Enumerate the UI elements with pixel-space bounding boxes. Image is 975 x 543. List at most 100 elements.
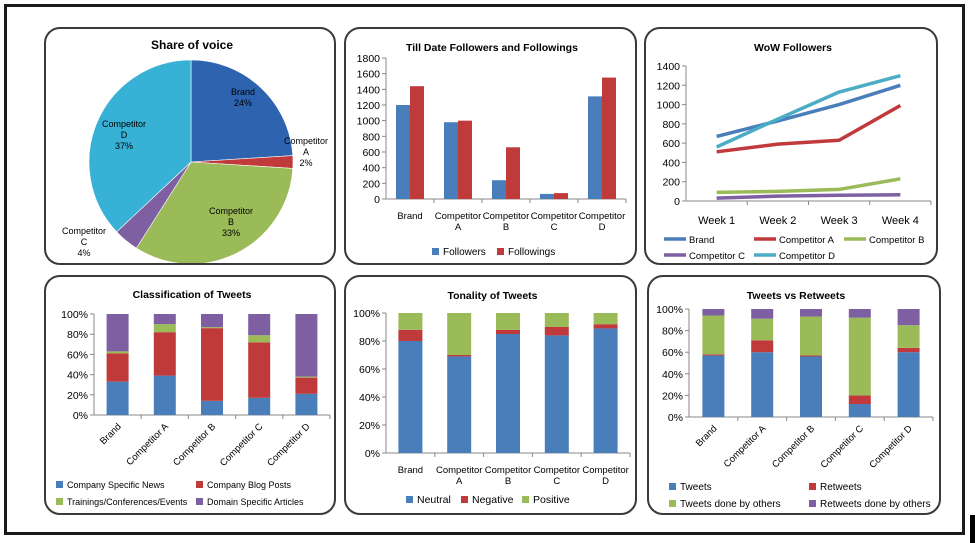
bar-followers-competitor-d	[588, 96, 602, 199]
bar-company-specific-news-competitor-a	[153, 375, 176, 415]
legend-label-tweets: Tweets	[680, 482, 712, 493]
bar-company-specific-news-brand	[106, 381, 129, 415]
bar-neutral-competitor-c	[544, 335, 569, 453]
chart-title: Tonality of Tweets	[447, 290, 537, 302]
bar-company-specific-news-competitor-c	[248, 397, 271, 415]
legend-label-retweets: Retweets	[820, 482, 862, 493]
y-tick-label: 20%	[359, 420, 380, 432]
legend-swatch-followers	[432, 248, 439, 255]
y-tick-label: 0%	[365, 448, 380, 460]
y-tick-label: 1800	[357, 53, 381, 65]
legend-label-positive: Positive	[533, 494, 570, 506]
y-tick-label: 600	[362, 147, 380, 159]
bar-domain-specific-articles-competitor-d	[295, 314, 318, 377]
bar-company-specific-news-competitor-b	[201, 400, 223, 415]
x-tick-label: Competitor	[483, 211, 529, 222]
bar-positive-competitor-b	[496, 313, 520, 330]
x-tick-label: B	[505, 476, 511, 487]
bar-neutral-competitor-b	[496, 334, 520, 453]
legend-swatch-company-specific-news	[56, 481, 63, 488]
y-tick-label: 100%	[61, 309, 88, 321]
x-tick-label: C	[553, 476, 560, 487]
pie-slice-competitor-d	[88, 59, 192, 233]
line-brand	[716, 83, 901, 139]
bar-negative-brand	[398, 329, 423, 341]
line-competitor-d	[715, 73, 901, 149]
legend-swatch-neutral	[406, 496, 413, 503]
legend-label-competitor-b: Competitor B	[869, 235, 924, 246]
legend-swatch-company-blog-posts	[196, 481, 203, 488]
bar-trainings-conferences-events-competitor-c	[248, 335, 271, 343]
y-tick-label: 40%	[662, 369, 683, 381]
y-tick-label: 1200	[357, 100, 381, 112]
bar-retweets-competitor-b	[800, 355, 822, 357]
line-competitor-b	[716, 177, 901, 195]
x-tick-label: D	[602, 476, 609, 487]
bar-neutral-brand	[398, 341, 423, 453]
legend-swatch-retweets-done-by-others	[809, 500, 816, 507]
x-tick-label: Week 2	[759, 215, 796, 227]
y-tick-label: 20%	[662, 390, 683, 402]
pie-label-competitor-c: Competitor C	[62, 226, 106, 247]
bar-domain-specific-articles-competitor-c	[248, 314, 271, 336]
x-tick-label: Competitor	[485, 465, 531, 476]
bar-followings-competitor-b	[506, 147, 520, 199]
bar-trainings-conferences-events-competitor-a	[153, 324, 176, 333]
bar-retweets-competitor-a	[751, 340, 774, 353]
y-tick-label: 100%	[656, 304, 683, 316]
y-tick-label: 80%	[662, 326, 683, 338]
y-tick-label: 60%	[662, 347, 683, 359]
x-tick-label: Week 4	[882, 215, 919, 227]
bar-negative-competitor-a	[447, 355, 472, 357]
y-tick-label: 100%	[353, 308, 380, 320]
bar-tweets-done-by-others-competitor-a	[751, 318, 774, 341]
bar-positive-competitor-a	[447, 313, 472, 355]
y-tick-label: 0	[674, 196, 680, 208]
x-tick-label: Competitor	[534, 465, 580, 476]
bar-followers-competitor-b	[492, 180, 506, 199]
pie-label-competitor-a: Competitor A	[284, 136, 328, 157]
bar-negative-competitor-b	[496, 329, 520, 334]
bar-followers-brand	[396, 105, 410, 199]
bar-tweets-competitor-a	[751, 352, 774, 417]
y-tick-label: 1400	[357, 84, 381, 96]
chart-title: Share of voice	[151, 38, 233, 52]
bar-retweets-competitor-c	[848, 395, 871, 405]
pie-value-competitor-c: 4%	[77, 248, 90, 258]
chart-svg: Classification of Tweets 0% 20% 40% 60% 80% 10…	[56, 289, 331, 507]
x-tick-label: B	[503, 222, 509, 233]
bar-tweets-competitor-c	[848, 404, 871, 417]
x-tick-label: Competitor	[579, 211, 625, 222]
legend-label-trainings-conferences-events: Trainings/Conferences/Events	[67, 497, 188, 507]
x-tick-label: A	[455, 222, 462, 233]
y-tick-label: 400	[662, 157, 680, 169]
bar-followings-brand	[410, 86, 424, 199]
pie-label-competitor-d: Competitor D	[102, 119, 146, 140]
x-tick-label: Week 3	[821, 215, 858, 227]
y-tick-label: 60%	[359, 364, 380, 376]
y-tick-label: 1600	[357, 69, 381, 81]
y-tick-label: 600	[662, 138, 680, 150]
x-tick-label: Competitor C	[819, 423, 866, 470]
legend-swatch-positive	[522, 496, 529, 503]
legend-swatch-tweets-done-by-others	[669, 500, 676, 507]
legend-label-neutral: Neutral	[417, 494, 451, 506]
legend-label-negative: Negative	[472, 494, 514, 506]
bar-company-blog-posts-brand	[106, 353, 129, 382]
legend-swatch-followings	[497, 248, 504, 255]
x-tick-label: Competitor B	[770, 423, 817, 470]
chart-svg: WoW Followers 0 200 400 600 800 1000 1200 1400 We…	[657, 42, 932, 262]
bar-retweets-done-by-others-brand	[702, 309, 725, 316]
x-tick-label: Competitor D	[265, 421, 312, 468]
pie-value-competitor-b: 33%	[222, 228, 240, 238]
x-tick-label: Brand	[397, 211, 422, 222]
chart-title: Classification of Tweets	[133, 289, 252, 301]
y-tick-label: 0	[374, 194, 380, 206]
legend-label-competitor-c: Competitor C	[689, 251, 745, 262]
bar-retweets-done-by-others-competitor-d	[897, 309, 920, 326]
followers-followings-panel: Till Date Followers and Followings 0 200 40…	[344, 27, 637, 265]
bar-positive-brand	[398, 313, 423, 330]
tonality-tweets-panel: Tonality of Tweets 0% 20% 40% 60% 80% 100% Bran…	[344, 275, 637, 515]
line-competitor-c	[716, 192, 901, 200]
